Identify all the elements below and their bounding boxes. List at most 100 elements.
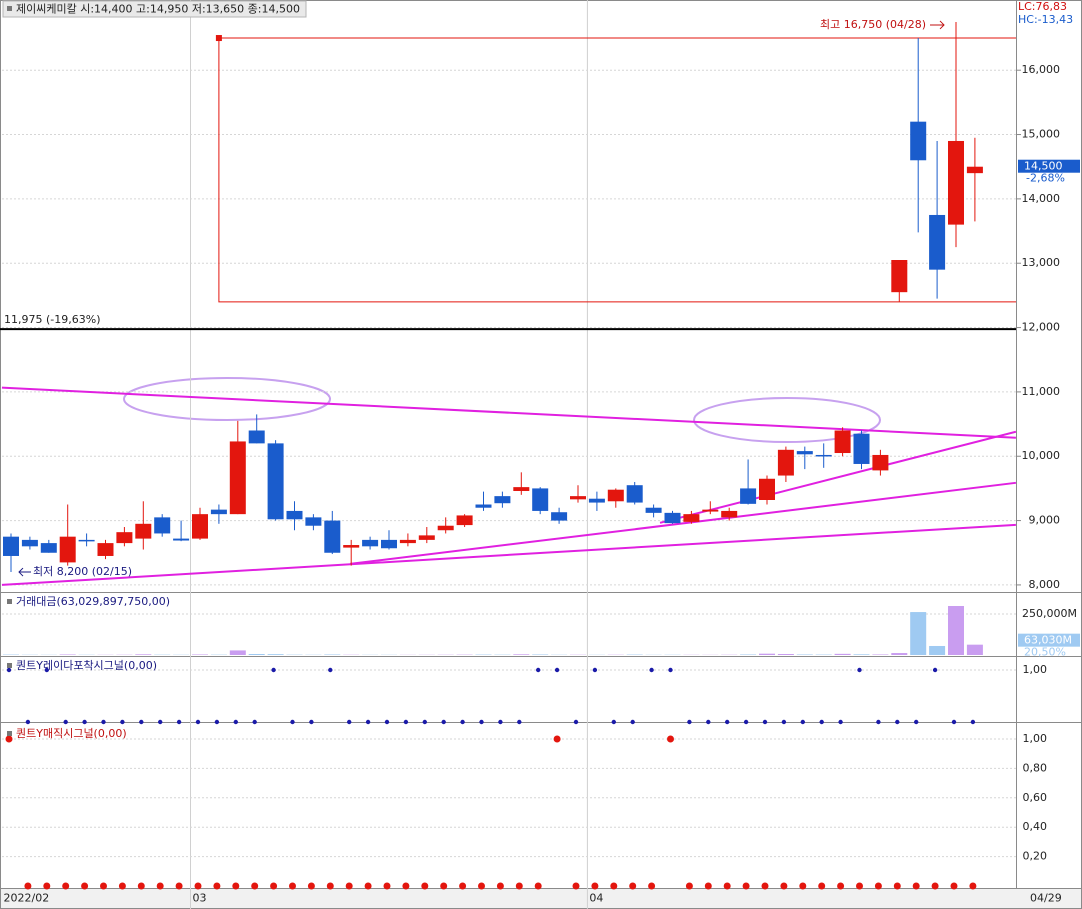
candle-body [626,485,643,503]
candle-body [154,517,171,534]
candle-body [3,536,19,556]
candle-body [362,539,379,547]
last-price-box [1018,159,1080,173]
last-ratio-label: 20,50% [1024,646,1066,659]
signal-dot [496,882,504,890]
signal-dot [667,735,674,743]
candle-body [948,140,964,225]
candle-body [796,451,813,455]
signal-dot [44,667,49,673]
volume-bar [948,605,964,655]
x-tick-label: 2022/02 [4,892,50,905]
candle-body [815,454,832,457]
signal-dot [573,719,579,725]
panel-title: 퀀트Y매직시그널(0,00) [16,727,127,740]
candle-body [381,539,397,549]
candle-body [607,489,624,502]
signal-dot [591,882,599,890]
signal-dot [82,719,87,725]
trendline [1,523,1016,586]
signal-dot [421,882,429,890]
candle-body [853,433,870,464]
signal-dot [725,719,730,725]
signal-dot [6,667,12,673]
signal-dot [81,882,89,890]
y-tick-label: 11,000 [1022,385,1061,398]
reference-label: 11,975 (-19,63%) [4,313,100,326]
signal-dot [837,882,845,890]
signal-dot [592,667,598,673]
trendline [659,430,1016,524]
signal-dot [175,882,183,890]
signal-dot [838,719,843,725]
candle-body [192,514,208,539]
signal-dot [307,882,315,890]
signal-dot [610,882,618,890]
signal-dot [704,882,712,890]
chart-title: 제이씨케미칼 시:14,400 고:14,950 저:13,650 종:14,5… [16,3,300,16]
signal-dot [384,719,390,725]
candle-body [135,523,152,539]
signal-dot [176,719,182,725]
candle-body [929,214,946,270]
signal-dot [687,719,692,725]
candle-body [116,532,133,544]
candle-body [229,441,246,515]
candle-body [532,488,549,511]
signal-dot [345,882,353,890]
candle-body [494,496,511,504]
candle-body [966,166,983,174]
candle-body [664,512,681,524]
candle-body [777,449,794,476]
signal-dot [289,882,296,890]
volume-bar [929,645,946,655]
signal-dot [383,882,391,890]
candle-body [910,121,927,161]
volume-bar [853,654,870,655]
highlight-ellipse [123,377,331,421]
signal-dot [630,719,635,725]
signal-dot [723,882,731,890]
signal-dot [706,719,711,725]
signal-dot [62,882,70,890]
signal-dot [195,719,201,725]
signal-dot [800,719,805,725]
signal-dot [290,719,295,725]
low-arrow [18,567,31,577]
candle-body [475,504,492,508]
signal-dot [271,667,276,673]
signal-dot [460,719,465,725]
candle-body [248,430,265,444]
y-tick-label: 0,60 [1023,791,1048,804]
signal-dot [912,882,920,890]
candle-body [891,260,908,293]
y-tick-label: 9,000 [1029,514,1061,527]
signal-dot [441,719,446,725]
volume-bar [513,654,530,655]
signal-dot [818,882,826,890]
y-tick-label: 0,40 [1023,820,1048,833]
signal-dot [743,719,749,725]
signal-dot [403,719,409,725]
volume-bar [135,654,152,655]
hc-label: HC:-13,43 [1018,13,1073,26]
signal-dot [213,882,221,890]
signal-dot [799,882,807,890]
signal-dot [137,882,145,890]
y-tick-label: 0,80 [1023,761,1048,774]
low-annotation: 최저 8,200 (02/15) [33,565,132,578]
signal-dot [895,719,900,725]
candle-body [173,538,190,541]
signal-dot [781,719,787,725]
candle-body [97,543,114,556]
signal-dot [970,719,976,725]
candle-body [305,517,322,526]
candle-body [437,525,454,531]
last-volume-box [1018,633,1080,647]
candle-body [324,520,341,553]
candle-body [702,509,719,512]
signal-dot [365,719,371,725]
signal-dot [43,882,51,890]
